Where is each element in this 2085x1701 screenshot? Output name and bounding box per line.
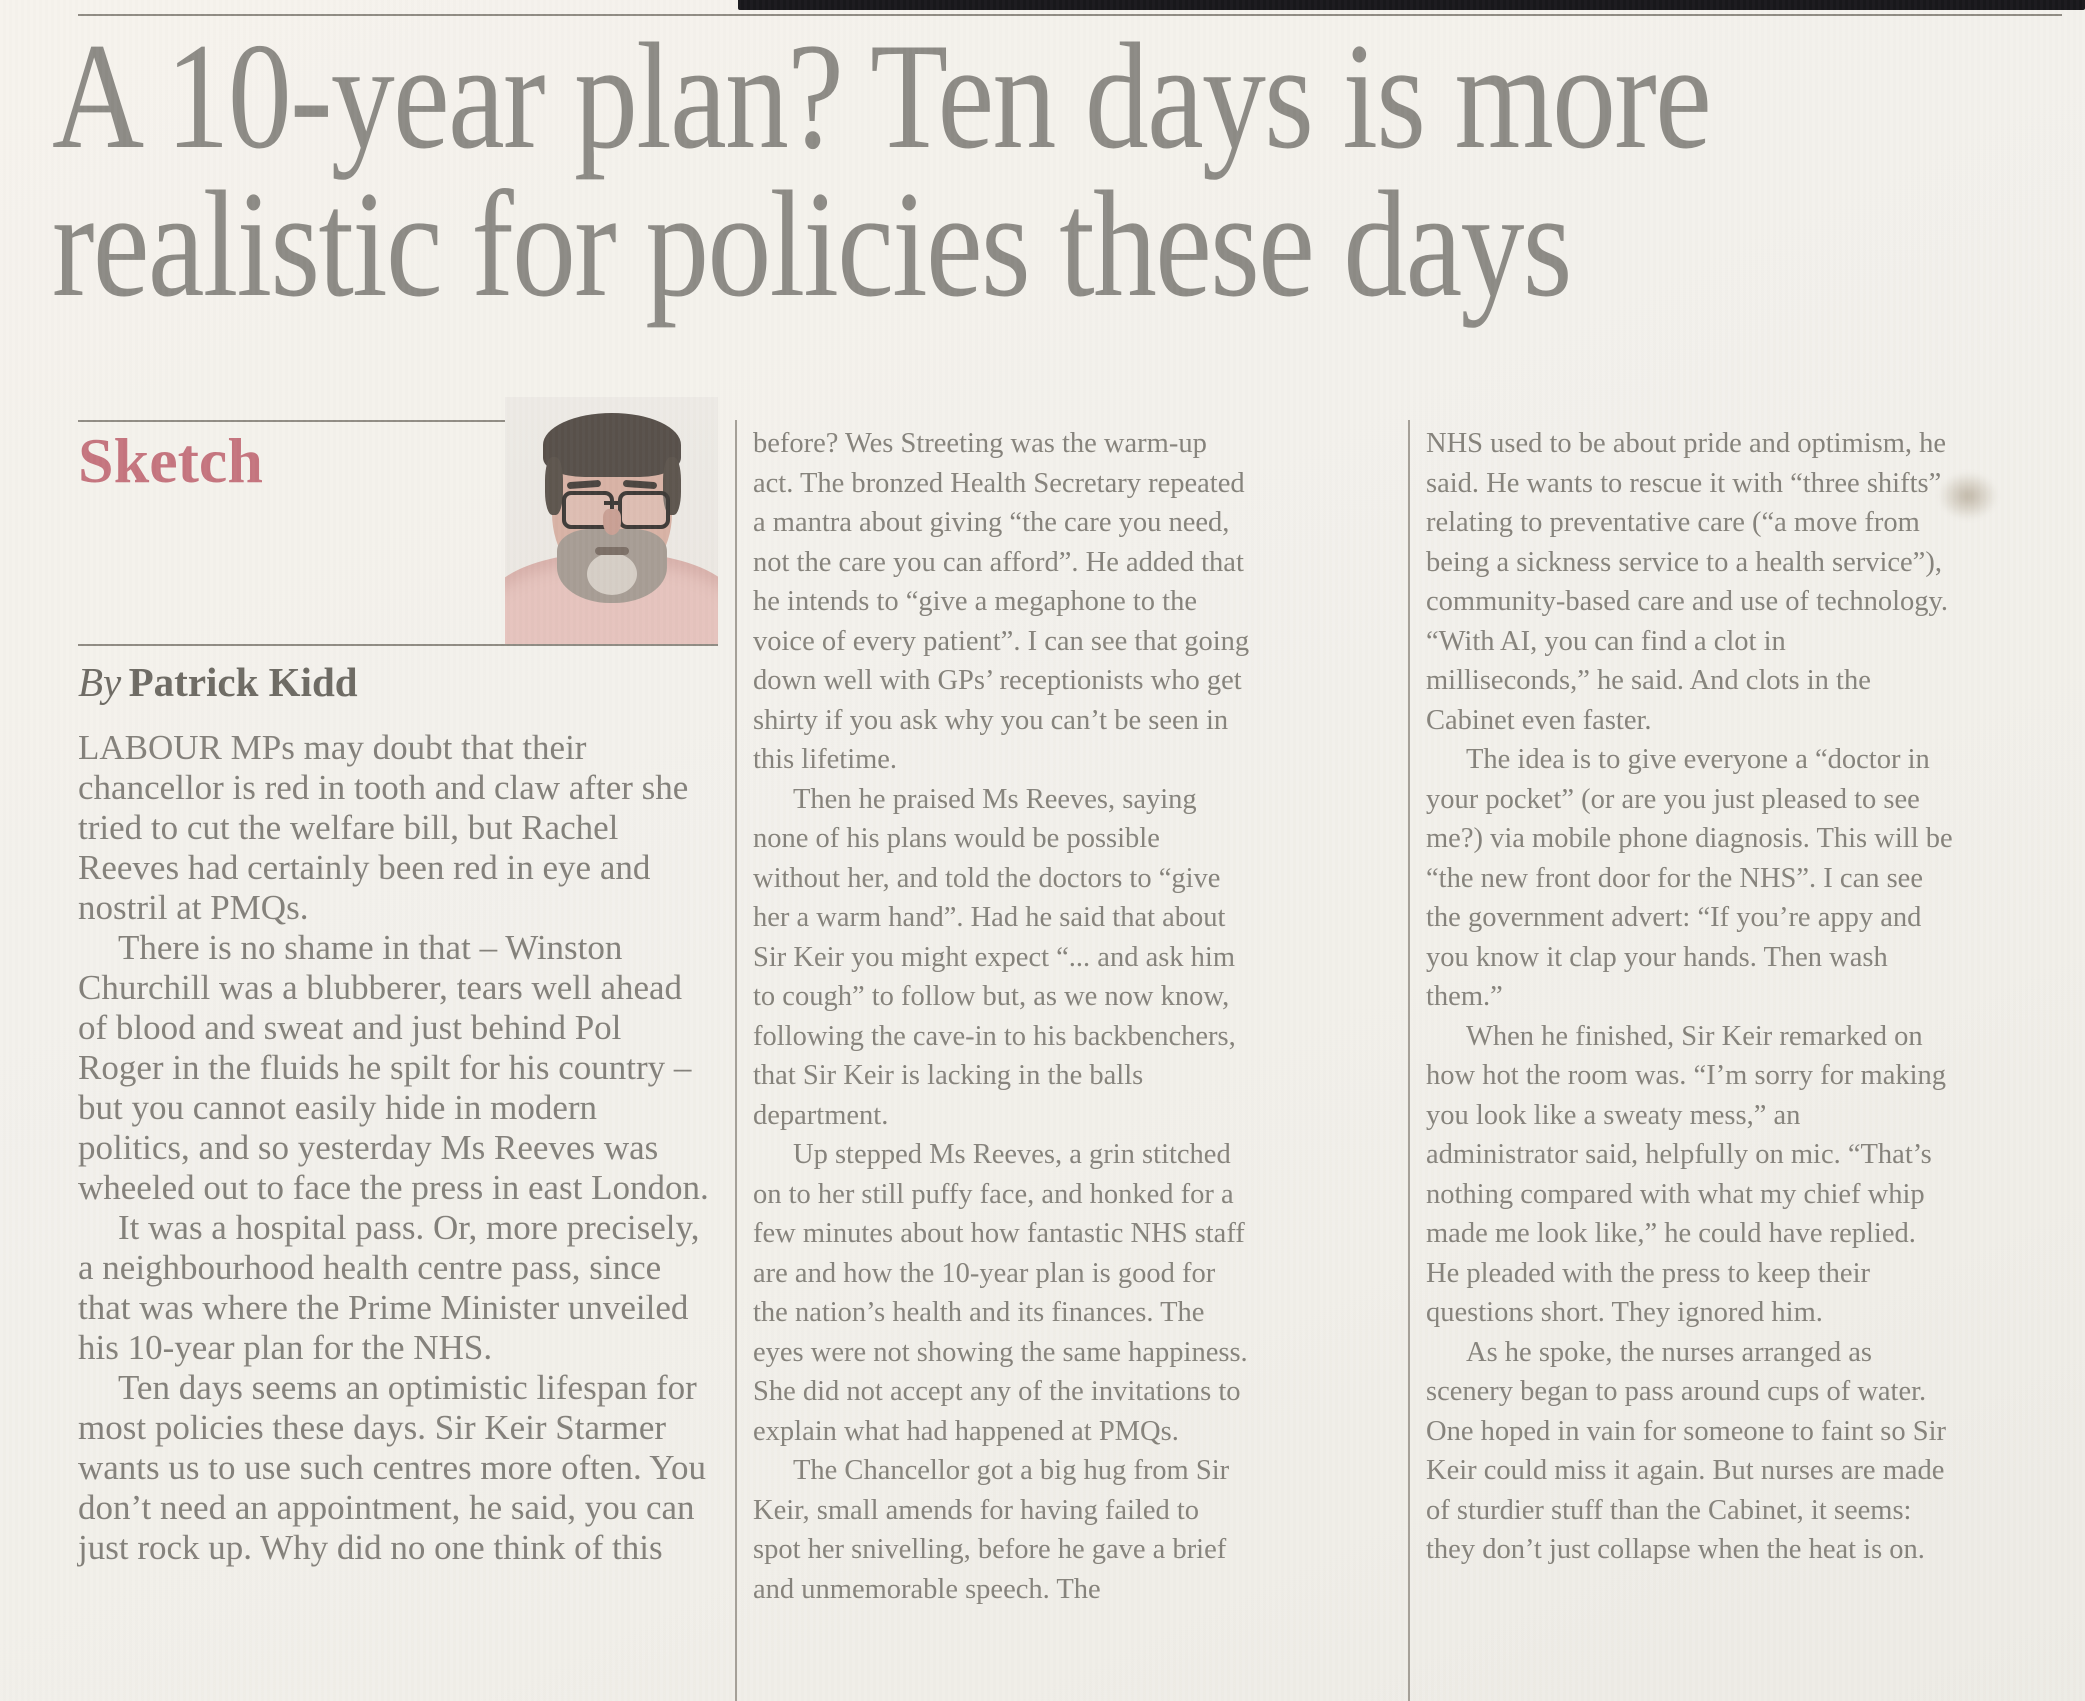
column-divider-1 xyxy=(735,420,737,1701)
article-paragraph: Up stepped Ms Reeves, a grin stitched on… xyxy=(753,1139,1248,1447)
article-paragraph: Ten days seems an optimistic lifespan fo… xyxy=(78,1368,706,1567)
kicker-sketch: Sketch xyxy=(78,425,263,496)
photo-mouth xyxy=(595,547,629,555)
article-paragraph: before? Wes Streeting was the warm-up ac… xyxy=(753,428,1250,775)
page-top-rule xyxy=(78,14,2062,16)
kicker-rule xyxy=(78,420,718,422)
article-paragraph: When he finished, Sir Keir remarked on h… xyxy=(1426,1020,1947,1329)
paper-smudge xyxy=(1938,472,1998,520)
byline-prefix: By xyxy=(78,659,122,705)
photo-hair xyxy=(543,413,681,477)
author-photo xyxy=(505,397,718,645)
headline-line-2: realistic for policies these days xyxy=(52,160,1572,328)
article-column-2: before? Wes Streeting was the warm-up ac… xyxy=(753,424,1253,1609)
byline-rule xyxy=(78,644,718,646)
photo-chin-patch xyxy=(587,553,637,595)
byline: By Patrick Kidd xyxy=(78,658,358,706)
article-column-1: LABOUR MPs may doubt that their chancell… xyxy=(78,728,710,1568)
article-paragraph: Then he praised Ms Reeves, saying none o… xyxy=(753,783,1236,1131)
article-column-3: NHS used to be about pride and optimism,… xyxy=(1426,424,1954,1570)
article-paragraph: It was a hospital pass. Or, more precise… xyxy=(78,1208,700,1367)
headline: A 10-year plan? Ten days is more realist… xyxy=(52,12,1712,328)
photo-glasses-bridge xyxy=(604,501,620,505)
article-paragraph: As he spoke, the nurses arranged as scen… xyxy=(1426,1336,1947,1566)
byline-author-name: Patrick Kidd xyxy=(128,659,358,705)
article-paragraph: LABOUR MPs may doubt that their chancell… xyxy=(78,728,689,927)
scan-top-edge xyxy=(738,0,2085,10)
photo-hair-left xyxy=(545,457,563,515)
photo-glasses-right-lens xyxy=(618,491,670,529)
headline-line-1: A 10-year plan? Ten days is more xyxy=(52,12,1712,180)
column-divider-2 xyxy=(1408,420,1410,1701)
article-paragraph: There is no shame in that – Winston Chur… xyxy=(78,928,709,1207)
article-paragraph: NHS used to be about pride and optimism,… xyxy=(1426,428,1949,736)
article-paragraph: The idea is to give everyone a “doctor i… xyxy=(1426,744,1953,1012)
photo-nose xyxy=(603,509,621,535)
article-paragraph: The Chancellor got a big hug from Sir Ke… xyxy=(753,1455,1230,1605)
